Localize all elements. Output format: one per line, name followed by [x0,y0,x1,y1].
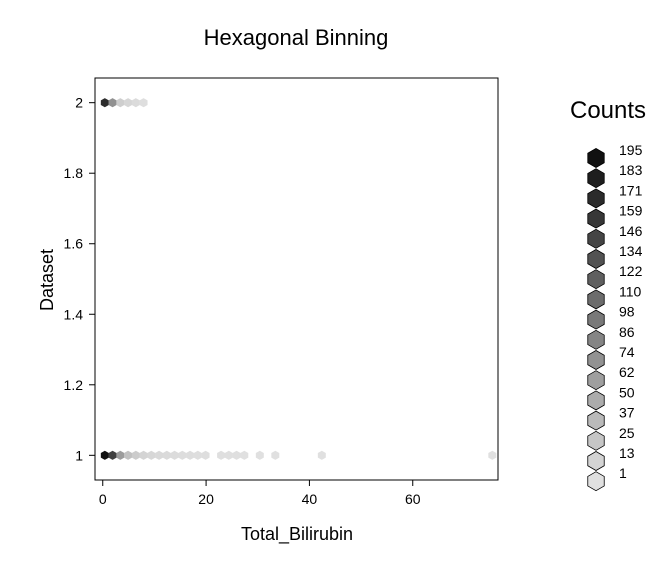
legend-hex [587,188,605,209]
legend-hex [587,370,605,391]
hex-bin [232,450,241,460]
legend-hex [587,329,605,350]
legend-label: 98 [619,304,635,320]
y-tick-label: 1.6 [64,236,84,252]
legend-label: 110 [619,283,642,299]
legend-label: 159 [619,203,643,219]
y-tick-label: 1.2 [64,377,84,393]
hex-bin [217,450,226,460]
hex-bin [255,450,264,460]
hex-bin [317,450,326,460]
hex-bin [139,450,148,460]
y-tick-label: 1.4 [64,306,84,322]
hex-bin [131,450,140,460]
hex-bin [170,450,179,460]
legend-label: 183 [619,162,643,178]
legend-label: 13 [619,445,635,461]
legend-hex [587,350,605,370]
chart-title: Hexagonal Binning [204,25,389,50]
hex-bin [271,450,280,460]
legend-hex [587,289,605,310]
legend-label: 25 [619,425,635,441]
legend-hex [587,228,605,249]
y-axis-label: Dataset [37,249,57,311]
plot-border [94,77,499,481]
legend-hex [587,208,605,229]
legend-label: 122 [619,263,643,279]
hex-bin [116,98,125,108]
legend-label: 195 [619,142,643,158]
hex-bin [240,450,249,460]
hex-bin [488,450,497,460]
hex-bin [116,450,125,460]
hex-bin [100,98,109,108]
hex-bin [108,98,117,108]
legend-label: 86 [619,324,635,340]
plot-area: 0 20 40 60 1 1.2 1.4 1.6 1.8 2 [64,77,499,507]
legend: 195 183 171 159 146 134 122 110 98 86 74 62 50 37 25 13… [587,142,643,492]
legend-hex [587,168,605,189]
hex-bin [193,450,202,460]
legend-hex [587,309,605,330]
hex-bin [100,450,109,460]
legend-hex [587,269,605,290]
hex-bin [131,98,140,108]
legend-hex [587,148,605,168]
hex-bin [178,450,187,460]
legend-label: 50 [619,384,635,400]
legend-label: 1 [619,465,627,481]
x-tick-label: 20 [198,491,214,507]
legend-hex [587,410,605,431]
hex-bin [147,450,156,460]
legend-hex [587,249,605,269]
hex-bin [139,98,148,108]
legend-title: Counts [570,97,646,124]
x-tick-label: 40 [302,491,318,507]
hex-bin [201,450,210,460]
hex-bin [124,450,133,460]
legend-label: 171 [619,182,643,198]
legend-hex [587,390,605,411]
hex-bin [186,450,195,460]
hex-bin [108,450,117,460]
hex-bin [155,450,164,460]
x-tick-label: 0 [99,491,107,507]
y-tick-label: 1 [75,447,83,463]
hex-bin [224,450,233,460]
y-tick-label: 1.8 [64,165,84,181]
legend-label: 74 [619,344,635,360]
y-tick-label: 2 [75,95,83,111]
legend-hex [587,451,605,471]
legend-label: 37 [619,405,635,421]
legend-hex [587,430,605,451]
legend-label: 62 [619,364,635,380]
legend-hex [587,471,605,492]
hex-bin [162,450,171,460]
legend-label: 146 [619,223,643,239]
x-tick-label: 60 [405,491,421,507]
x-axis-label: Total_Bilirubin [241,524,353,545]
legend-label: 134 [619,243,643,259]
hex-bin [124,98,133,108]
